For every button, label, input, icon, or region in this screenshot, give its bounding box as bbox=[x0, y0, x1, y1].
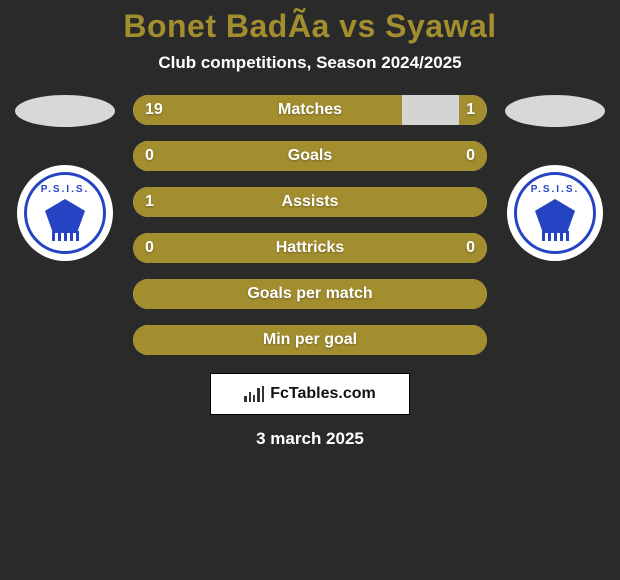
watermark-text: FcTables.com bbox=[270, 385, 376, 403]
stat-value-right: 0 bbox=[447, 239, 487, 257]
player1-club-logo: P.S.I.S. bbox=[17, 165, 113, 261]
comparison-card: Bonet BadÃ­a vs Syawal Club competitions… bbox=[0, 0, 620, 449]
subtitle: Club competitions, Season 2024/2025 bbox=[0, 53, 620, 73]
stat-bar: 0Hattricks0 bbox=[133, 233, 487, 263]
left-player-column: P.S.I.S. bbox=[15, 95, 115, 261]
club-emblem-shape bbox=[535, 199, 575, 233]
footer-date: 3 march 2025 bbox=[0, 429, 620, 449]
page-title: Bonet BadÃ­a vs Syawal bbox=[0, 8, 620, 45]
stat-value-right: 0 bbox=[447, 147, 487, 165]
stat-label: Assists bbox=[173, 193, 447, 211]
club-label-left: P.S.I.S. bbox=[41, 184, 90, 195]
stat-label: Goals per match bbox=[173, 285, 447, 303]
right-player-column: P.S.I.S. bbox=[505, 95, 605, 261]
stat-bar: 19Matches1 bbox=[133, 95, 487, 125]
club-emblem-shape bbox=[45, 199, 85, 233]
stat-bar: Min per goal bbox=[133, 325, 487, 355]
main-area: P.S.I.S. 19Matches10Goals01Assists0Hattr… bbox=[0, 95, 620, 355]
stat-value-left: 0 bbox=[133, 239, 173, 257]
stats-column: 19Matches10Goals01Assists0Hattricks0Goal… bbox=[133, 95, 487, 355]
player2-avatar-placeholder bbox=[505, 95, 605, 127]
stat-label: Matches bbox=[173, 101, 447, 119]
stat-bar: 1Assists bbox=[133, 187, 487, 217]
club-stripes bbox=[542, 231, 569, 241]
player2-name: Syawal bbox=[385, 8, 497, 44]
stat-value-left: 19 bbox=[133, 101, 173, 119]
player1-avatar-placeholder bbox=[15, 95, 115, 127]
stat-value-left: 0 bbox=[133, 147, 173, 165]
stat-value-right: 1 bbox=[447, 101, 487, 119]
stat-label: Hattricks bbox=[173, 239, 447, 257]
stat-label: Goals bbox=[173, 147, 447, 165]
stat-value-left: 1 bbox=[133, 193, 173, 211]
player2-club-logo: P.S.I.S. bbox=[507, 165, 603, 261]
stat-label: Min per goal bbox=[173, 331, 447, 349]
stat-bar: Goals per match bbox=[133, 279, 487, 309]
player1-name: Bonet BadÃ­a bbox=[123, 8, 329, 44]
watermark: FcTables.com bbox=[210, 373, 410, 415]
stat-bar: 0Goals0 bbox=[133, 141, 487, 171]
club-stripes bbox=[52, 231, 79, 241]
club-label-right: P.S.I.S. bbox=[531, 184, 580, 195]
vs-separator: vs bbox=[339, 8, 376, 44]
watermark-bars-icon bbox=[244, 386, 264, 402]
